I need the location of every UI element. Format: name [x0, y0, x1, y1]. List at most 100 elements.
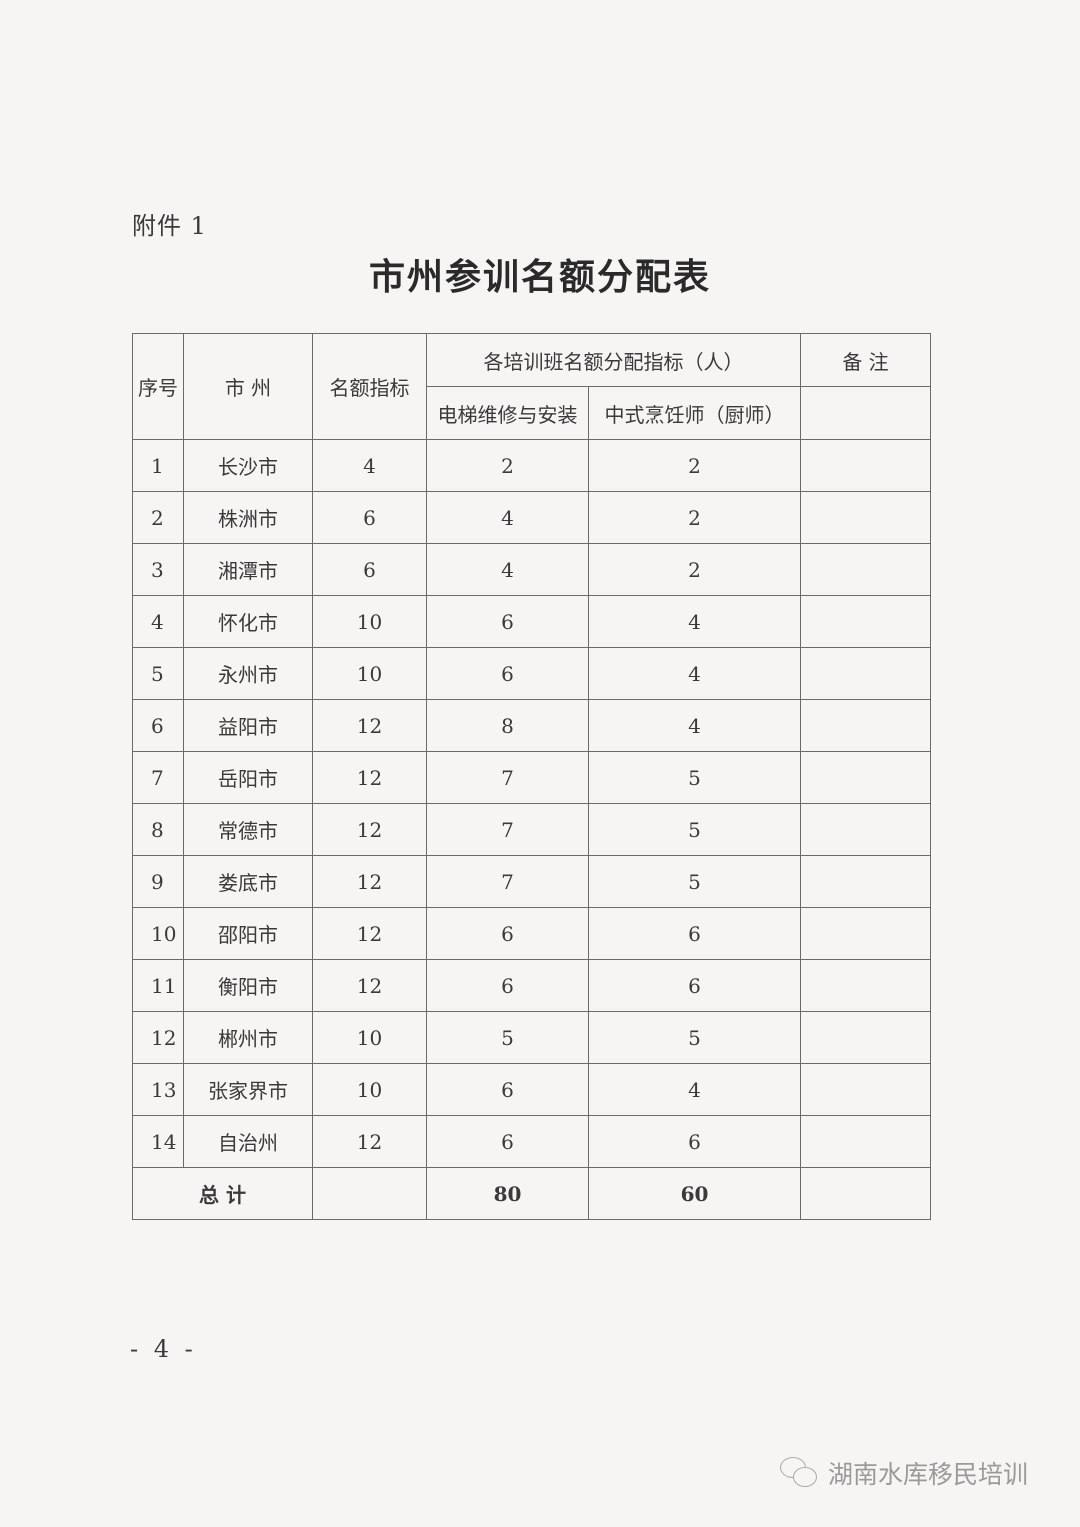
- cell-remark: [800, 803, 931, 856]
- cell-chef: 4: [588, 595, 801, 648]
- table-row: 2 株洲市 6 4 2: [132, 491, 931, 544]
- cell-seq: 5: [132, 647, 184, 700]
- cell-remark: [800, 647, 931, 700]
- cell-chef: 5: [588, 751, 801, 804]
- table-row: 5 永州市 10 6 4: [132, 647, 931, 700]
- cell-remark: [800, 543, 931, 596]
- cell-city: 常德市: [183, 803, 313, 856]
- cell-elevator: 6: [426, 1063, 589, 1116]
- cell-elevator: 8: [426, 699, 589, 752]
- wechat-icon: [780, 1457, 820, 1489]
- cell-city: 邵阳市: [183, 907, 313, 960]
- cell-elevator: 6: [426, 907, 589, 960]
- cell-remark: [800, 751, 931, 804]
- cell-city: 岳阳市: [183, 751, 313, 804]
- cell-quota: 12: [312, 907, 427, 960]
- cell-remark: [800, 439, 931, 492]
- header-seq: 序号: [132, 333, 184, 440]
- header-quota: 名额指标: [312, 333, 427, 440]
- cell-chef: 2: [588, 491, 801, 544]
- cell-elevator: 4: [426, 543, 589, 596]
- cell-remark: [800, 1115, 931, 1168]
- table-row: 6 益阳市 12 8 4: [132, 699, 931, 752]
- table-row: 3 湘潭市 6 4 2: [132, 543, 931, 596]
- cell-remark: [800, 855, 931, 908]
- total-quota: [312, 1167, 427, 1220]
- cell-quota: 12: [312, 699, 427, 752]
- cell-quota: 6: [312, 543, 427, 596]
- header-group: 各培训班名额分配指标（人）: [426, 333, 801, 387]
- cell-chef: 5: [588, 1011, 801, 1064]
- cell-quota: 10: [312, 647, 427, 700]
- cell-city: 自治州: [183, 1115, 313, 1168]
- cell-city: 衡阳市: [183, 959, 313, 1012]
- cell-quota: 12: [312, 803, 427, 856]
- watermark-text: 湖南水库移民培训: [828, 1460, 1029, 1489]
- cell-city: 湘潭市: [183, 543, 313, 596]
- cell-elevator: 6: [426, 647, 589, 700]
- cell-city: 永州市: [183, 647, 313, 700]
- cell-elevator: 4: [426, 491, 589, 544]
- table-row: 4 怀化市 10 6 4: [132, 595, 931, 648]
- table-row: 8 常德市 12 7 5: [132, 803, 931, 856]
- cell-quota: 4: [312, 439, 427, 492]
- header-remark-blank: [800, 386, 931, 440]
- cell-city: 张家界市: [183, 1063, 313, 1116]
- cell-elevator: 5: [426, 1011, 589, 1064]
- cell-city: 怀化市: [183, 595, 313, 648]
- cell-quota: 12: [312, 1115, 427, 1168]
- cell-city: 益阳市: [183, 699, 313, 752]
- attachment-label: 附件 1: [132, 212, 207, 240]
- cell-remark: [800, 491, 931, 544]
- table-row: 14 自治州 12 6 6: [132, 1115, 931, 1168]
- table-row: 10 邵阳市 12 6 6: [132, 907, 931, 960]
- cell-seq: 7: [132, 751, 184, 804]
- table-row: 7 岳阳市 12 7 5: [132, 751, 931, 804]
- cell-chef: 4: [588, 1063, 801, 1116]
- cell-remark: [800, 959, 931, 1012]
- header-remark: 备 注: [800, 333, 931, 387]
- header-elevator: 电梯维修与安装: [426, 386, 589, 440]
- cell-quota: 6: [312, 491, 427, 544]
- header-chef: 中式烹饪师（厨师）: [588, 386, 801, 440]
- cell-chef: 4: [588, 647, 801, 700]
- cell-city: 株洲市: [183, 491, 313, 544]
- cell-seq: 8: [132, 803, 184, 856]
- cell-seq: 10: [132, 907, 184, 960]
- cell-seq: 4: [132, 595, 184, 648]
- table-row: 9 娄底市 12 7 5: [132, 855, 931, 908]
- cell-city: 长沙市: [183, 439, 313, 492]
- cell-seq: 2: [132, 491, 184, 544]
- cell-chef: 6: [588, 1115, 801, 1168]
- cell-remark: [800, 1063, 931, 1116]
- cell-quota: 12: [312, 751, 427, 804]
- page-number: - 4 -: [130, 1335, 197, 1363]
- document-title: 市州参训名额分配表: [368, 256, 711, 298]
- cell-city: 郴州市: [183, 1011, 313, 1064]
- total-remark: [800, 1167, 931, 1220]
- table-row: 1 长沙市 4 2 2: [132, 439, 931, 492]
- cell-quota: 12: [312, 855, 427, 908]
- cell-seq: 12: [132, 1011, 184, 1064]
- cell-quota: 10: [312, 595, 427, 648]
- cell-elevator: 6: [426, 959, 589, 1012]
- cell-seq: 6: [132, 699, 184, 752]
- cell-seq: 13: [132, 1063, 184, 1116]
- cell-chef: 2: [588, 439, 801, 492]
- cell-chef: 4: [588, 699, 801, 752]
- cell-quota: 12: [312, 959, 427, 1012]
- cell-elevator: 6: [426, 595, 589, 648]
- cell-elevator: 7: [426, 751, 589, 804]
- cell-chef: 5: [588, 803, 801, 856]
- quota-table: 序号 市 州 名额指标 各培训班名额分配指标（人） 备 注 电梯维修与安装 中式…: [132, 333, 931, 1220]
- table-row: 11 衡阳市 12 6 6: [132, 959, 931, 1012]
- cell-elevator: 6: [426, 1115, 589, 1168]
- table-row: 13 张家界市 10 6 4: [132, 1063, 931, 1116]
- cell-seq: 14: [132, 1115, 184, 1168]
- cell-seq: 11: [132, 959, 184, 1012]
- cell-quota: 10: [312, 1063, 427, 1116]
- total-elevator: 80: [426, 1167, 589, 1220]
- cell-remark: [800, 1011, 931, 1064]
- cell-elevator: 7: [426, 855, 589, 908]
- total-label: 总 计: [132, 1167, 313, 1220]
